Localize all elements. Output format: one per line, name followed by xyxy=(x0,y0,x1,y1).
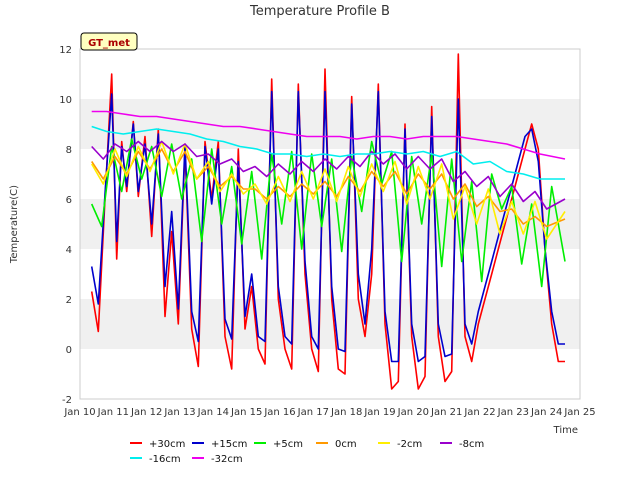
series-line-30cm xyxy=(90,53,565,390)
y-tick-label: 2 xyxy=(66,295,72,306)
series-layer xyxy=(90,53,566,390)
x-tick-label: Jan 17 xyxy=(297,407,329,418)
x-tick-label: Jan 13 xyxy=(163,407,195,418)
plot-frame xyxy=(79,48,581,400)
badge-label: GT_met xyxy=(88,38,130,49)
y-tick-label: -2 xyxy=(62,395,72,406)
series-line-5cm xyxy=(90,138,566,288)
legend-label: -16cm xyxy=(149,454,181,465)
y-axis-ticks: -2 0 2 4 6 8 10 12 xyxy=(59,45,72,406)
x-tick-label: Jan 22 xyxy=(463,407,495,418)
series-line-32cm xyxy=(91,110,566,160)
x-tick-label: Jan 23 xyxy=(497,407,529,418)
series-line-2cm xyxy=(91,140,566,240)
x-tick-label: Jan 16 xyxy=(263,407,295,418)
legend-label: +30cm xyxy=(149,439,185,450)
x-tick-label: Jan 15 xyxy=(230,407,262,418)
y-axis-label: Temperature(C) xyxy=(9,185,20,264)
x-tick-label: Jan 12 xyxy=(130,407,162,418)
legend: +30cm +15cm +5cm 0cm -2cm -8cm -16cm -32cm xyxy=(130,439,484,465)
x-tick-label: Jan 14 xyxy=(197,407,229,418)
grid-band xyxy=(80,299,580,349)
y-tick-label: 6 xyxy=(66,195,72,206)
legend-label: -2cm xyxy=(397,439,422,450)
x-tick-label: Jan 24 xyxy=(530,407,562,418)
legend-label: -32cm xyxy=(211,454,243,465)
y-tick-label: 0 xyxy=(66,345,72,356)
y-tick-label: 8 xyxy=(66,145,72,156)
legend-label: -8cm xyxy=(459,439,484,450)
series-line-15cm xyxy=(90,90,565,363)
x-tick-label: Jan 10 xyxy=(63,407,95,418)
series-line-16cm xyxy=(91,125,565,180)
grid-band xyxy=(80,99,580,149)
gt-met-badge: GT_met xyxy=(80,32,138,51)
badge-box xyxy=(80,32,138,51)
legend-label: +5cm xyxy=(273,439,303,450)
y-tick-label: 4 xyxy=(66,245,72,256)
y-tick-label: 10 xyxy=(59,95,72,106)
x-tick-label: Jan 25 xyxy=(563,407,595,418)
series-line-8cm xyxy=(91,140,566,210)
x-axis-label: Time xyxy=(553,425,578,436)
y-tick-label: 12 xyxy=(59,45,72,56)
legend-label: +15cm xyxy=(211,439,247,450)
chart-title: Temperature Profile B xyxy=(249,4,390,19)
x-tick-label: Jan 21 xyxy=(430,407,462,418)
x-tick-label: Jan 18 xyxy=(330,407,362,418)
x-tick-label: Jan 19 xyxy=(363,407,395,418)
x-tick-label: Jan 11 xyxy=(97,407,129,418)
x-axis-ticks: Jan 10 Jan 11 Jan 12 Jan 13 Jan 14 Jan 15 Jan … xyxy=(63,407,595,418)
x-tick-label: Jan 20 xyxy=(397,407,429,418)
legend-label: 0cm xyxy=(335,439,357,450)
